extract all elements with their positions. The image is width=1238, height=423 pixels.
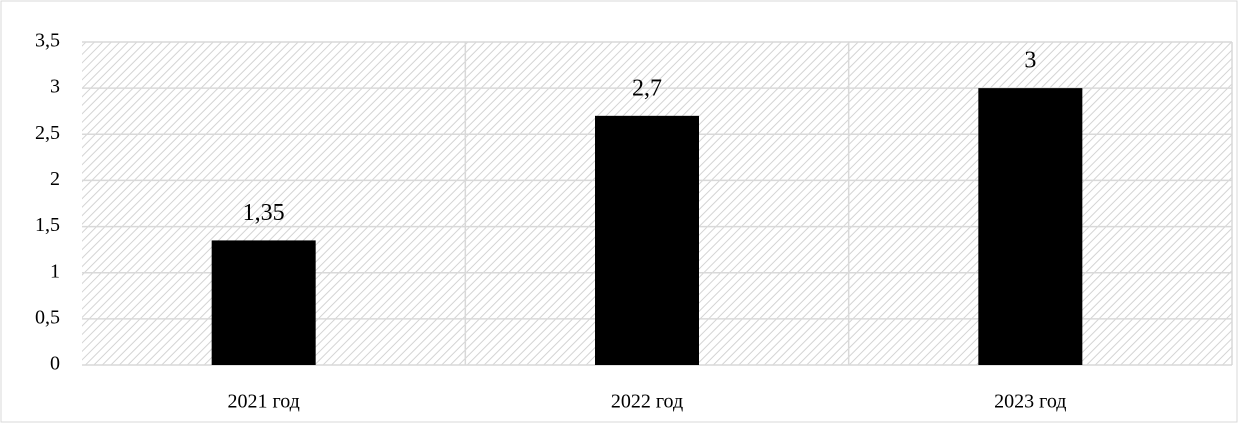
y-tick-label: 2 — [50, 168, 60, 190]
data-label: 3 — [1024, 48, 1036, 74]
x-tick-label: 2023 год — [994, 391, 1066, 413]
y-tick-label: 0,5 — [35, 306, 60, 328]
y-tick-label: 3,5 — [35, 30, 60, 52]
y-tick-label: 3 — [50, 76, 60, 98]
x-tick-label: 2021 год — [228, 391, 300, 413]
y-tick-label: 1 — [50, 260, 60, 282]
data-label: 1,35 — [243, 200, 285, 226]
bar — [978, 88, 1083, 366]
y-tick-label: 0 — [50, 353, 60, 375]
bar — [595, 115, 699, 365]
bar — [211, 240, 316, 365]
y-tick-label: 2,5 — [35, 122, 60, 144]
y-tick-label: 1,5 — [35, 214, 60, 236]
x-tick-label: 2022 год — [611, 391, 683, 413]
data-label: 2,7 — [632, 75, 662, 101]
